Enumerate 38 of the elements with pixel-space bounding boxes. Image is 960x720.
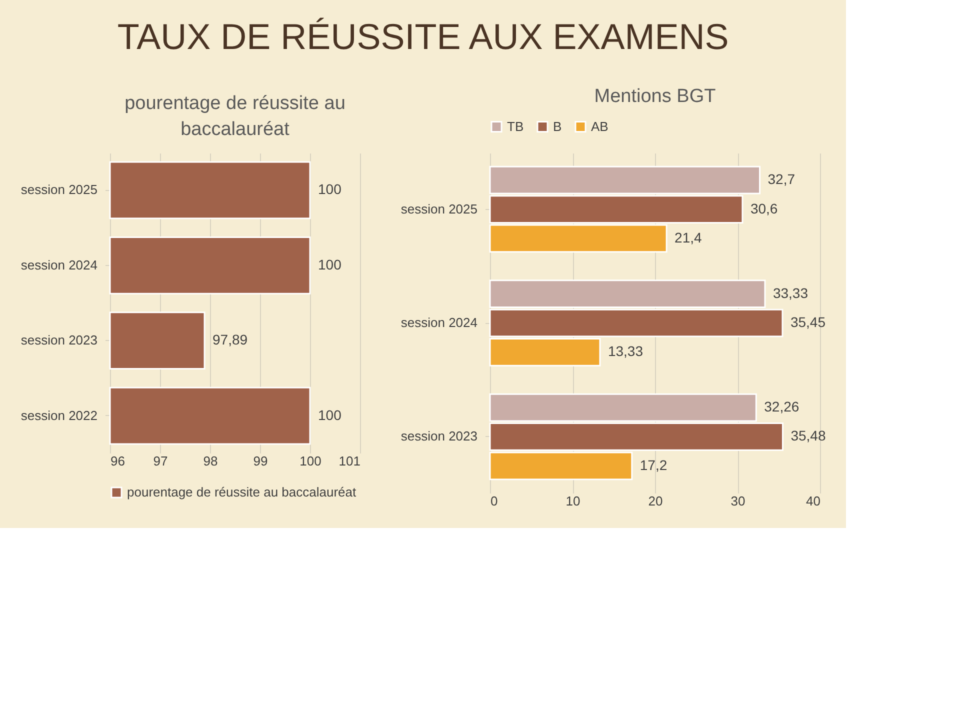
x-tick-label: 30: [730, 494, 746, 508]
x-tick-label: 20: [648, 494, 663, 508]
data-label: 32,26: [764, 398, 800, 415]
data-label: 32,7: [768, 171, 796, 188]
legend-label: TB: [507, 118, 524, 134]
x-tick-label: 40: [806, 494, 820, 508]
data-label: 35,48: [790, 428, 826, 444]
y-tick-label: session 2024: [20, 257, 98, 272]
x-tick-label: 100: [300, 454, 322, 468]
x-tick-label: 98: [203, 454, 218, 468]
y-tick-label: session 2025: [20, 182, 98, 198]
text: TAUX DE RÉUSSITE AUX EXAMENS: [117, 16, 729, 57]
legend-label: B: [553, 118, 562, 134]
data-label: 97,89: [212, 332, 248, 348]
data-label: 100: [318, 406, 342, 423]
x-tick-label: 96: [110, 454, 125, 468]
data-label: 100: [318, 256, 342, 272]
data-label: 17,2: [640, 456, 668, 473]
x-tick-label: 99: [253, 454, 268, 468]
data-label: 100: [318, 181, 342, 198]
data-label: 13,33: [608, 343, 644, 360]
y-tick-label: session 2024: [400, 315, 478, 330]
chart-title: Mentions BGT: [594, 86, 716, 107]
x-tick-label: 101: [338, 454, 360, 468]
y-tick-label: session 2023: [400, 428, 478, 444]
data-label: 35,45: [790, 314, 826, 330]
data-label: 33,33: [772, 284, 808, 301]
x-tick-label: 10: [566, 494, 580, 508]
data-label: 21,4: [674, 229, 702, 246]
chart-title: pourentage de réussite au baccalauréat: [124, 93, 346, 140]
y-tick-label: session 2023: [20, 332, 98, 348]
x-tick-label: 0: [490, 494, 498, 508]
data-label: 30,6: [750, 200, 778, 216]
x-tick-label: 97: [153, 454, 168, 468]
y-tick-label: session 2025: [400, 201, 478, 216]
legend-label: pourentage de réussite au baccalauréat: [127, 484, 356, 500]
legend-label: AB: [591, 118, 608, 134]
y-tick-label: session 2022: [20, 408, 98, 423]
